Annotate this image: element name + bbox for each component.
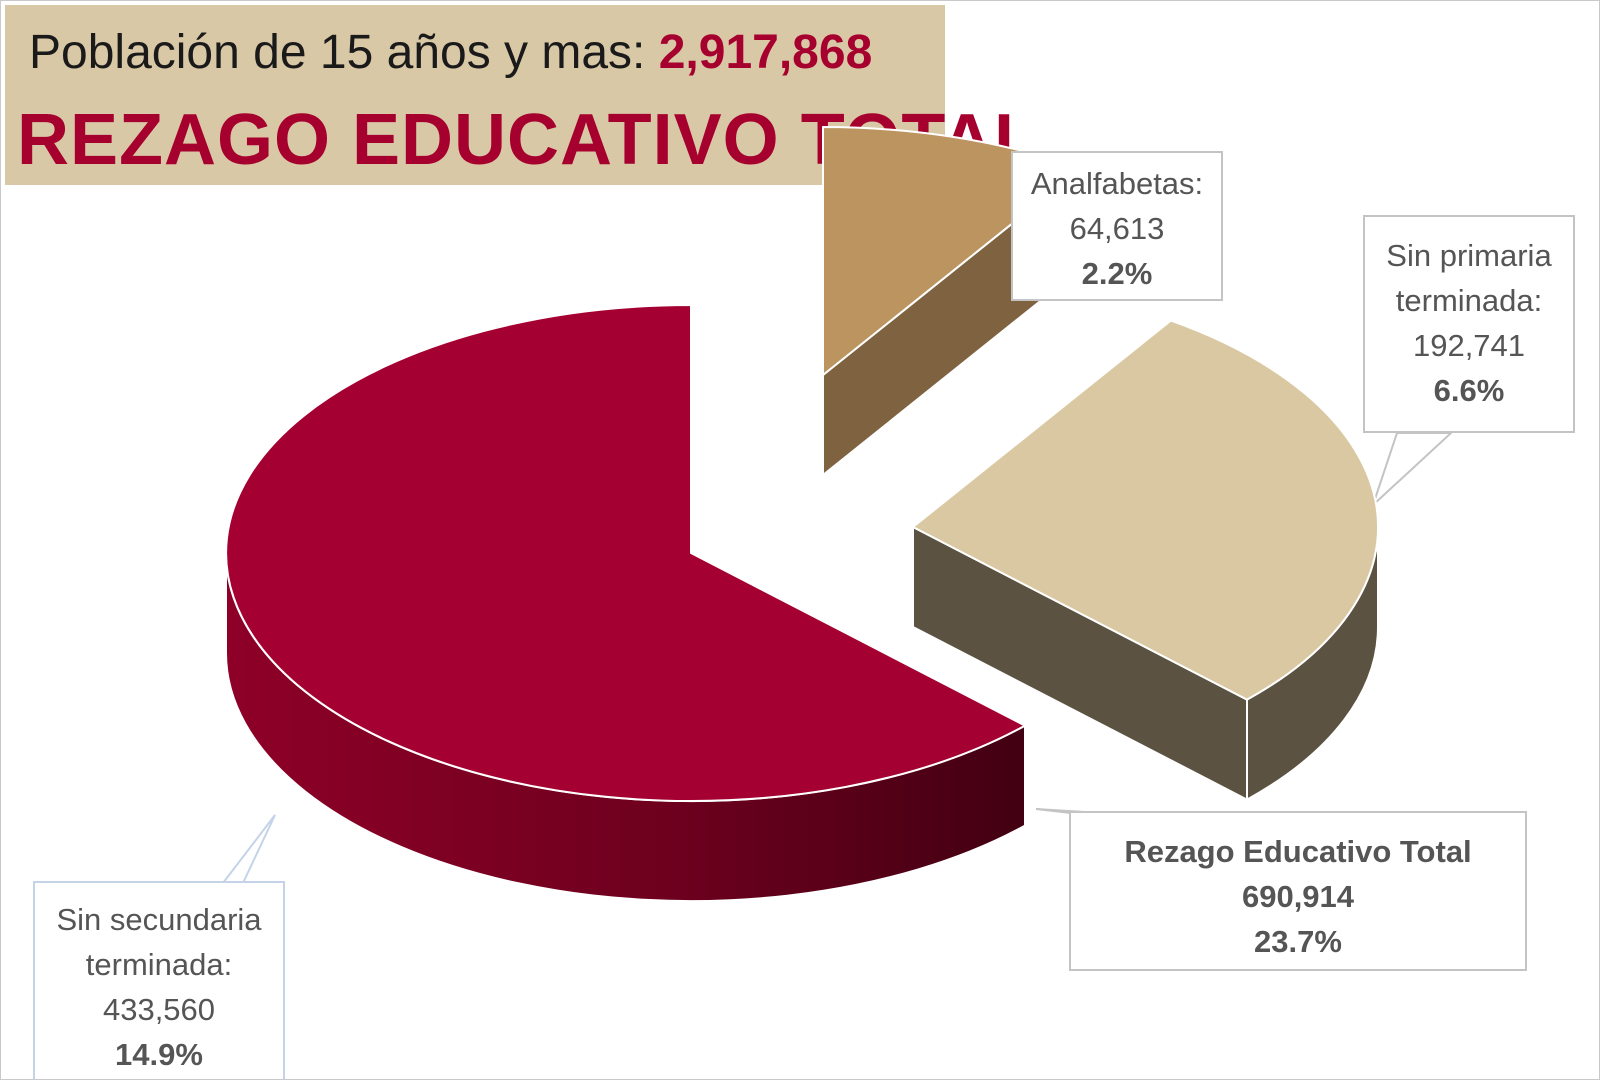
population-label: Población de 15 años y mas:	[29, 26, 659, 79]
title-box: Población de 15 años y mas: 2,917,868 RE…	[5, 5, 1038, 185]
total-value: 690,914	[1241, 879, 1355, 914]
secundaria-name-2: terminada:	[85, 947, 233, 982]
analfabetas-pct: 2.2%	[1081, 256, 1153, 291]
total-name: Rezago Educativo Total	[1124, 834, 1472, 869]
primaria-pointer	[1372, 432, 1454, 506]
primaria-slice	[912, 319, 1380, 701]
analfabetas-value: 64,613	[1069, 211, 1165, 246]
population-value: 2,917,868	[658, 26, 873, 79]
secundaria-slice	[225, 304, 1026, 802]
analfabetas-name: Analfabetas:	[1030, 166, 1204, 201]
secundaria-name-1: Sin secundaria	[56, 902, 262, 937]
primaria-name-2: terminada:	[1395, 283, 1543, 318]
population-title: Población de 15 años y mas: 2,917,868	[29, 25, 872, 80]
primaria-pct: 6.6%	[1433, 373, 1505, 408]
secundaria-value: 433,560	[102, 992, 216, 1027]
total-callout: Rezago Educativo Total 690,914 23.7%	[1069, 811, 1527, 971]
primaria-value: 192,741	[1412, 328, 1526, 363]
secundaria-callout: Sin secundaria terminada: 433,560 14.9%	[33, 881, 285, 1079]
secundaria-pct: 14.9%	[115, 1037, 203, 1072]
analfabetas-callout: Analfabetas: 64,613 2.2%	[1011, 151, 1223, 301]
primaria-name-1: Sin primaria	[1386, 238, 1552, 273]
primaria-callout: Sin primaria terminada: 192,741 6.6%	[1363, 215, 1575, 433]
secundaria-pointer	[220, 814, 276, 884]
total-pct: 23.7%	[1254, 924, 1342, 959]
